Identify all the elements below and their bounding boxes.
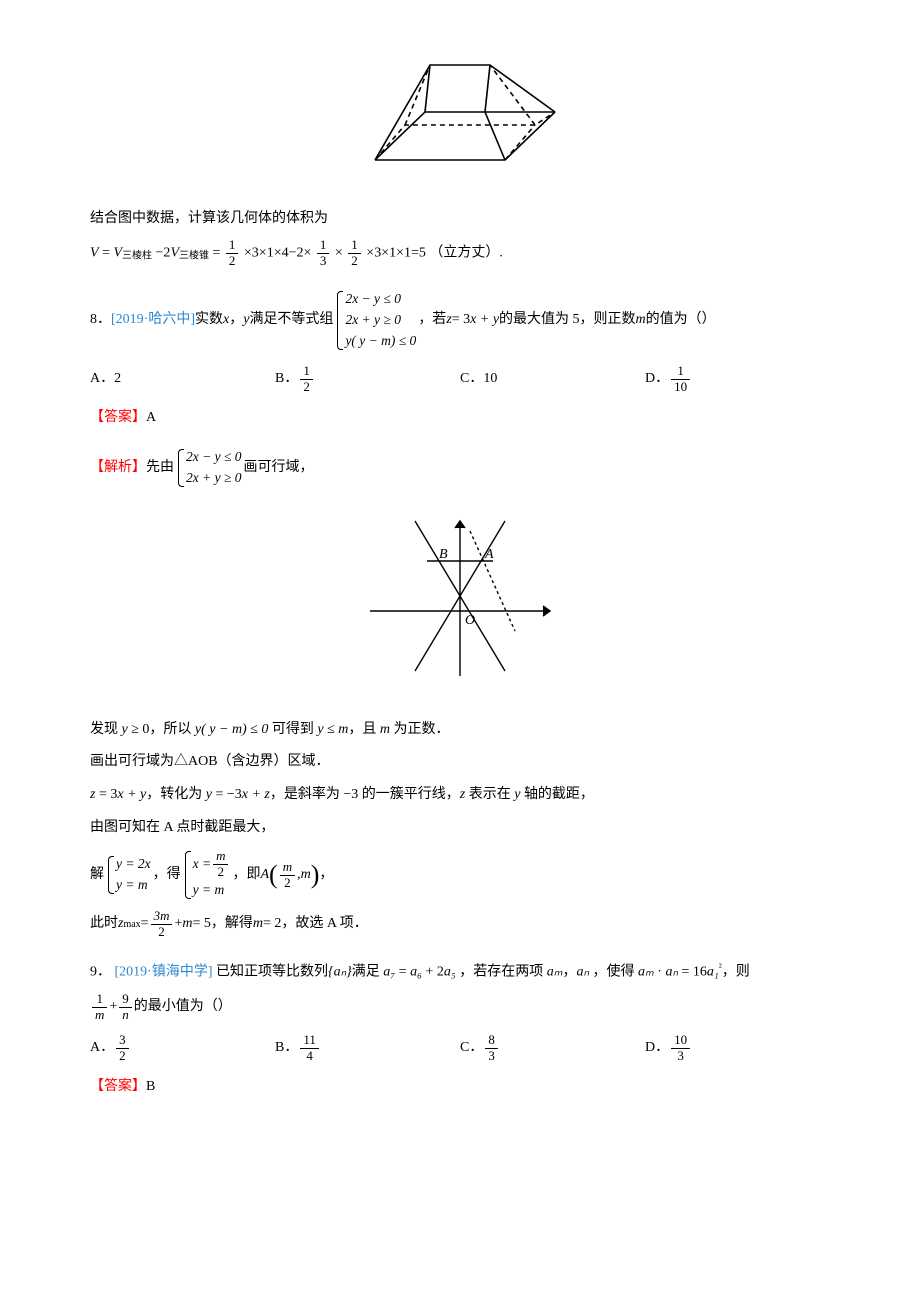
q9-options: A． 32 B． 114 C． 83 D． 103 (90, 1033, 830, 1064)
q8-stem: 8． [2019·哈六中] 实数 x ， y 满足不等式组 2x − y ≤ 0… (90, 287, 830, 354)
q8-num: 8． (90, 307, 111, 334)
q9-opt-B: B． 114 (275, 1033, 460, 1064)
q8-answer: 【答案】A (90, 405, 830, 432)
q9-answer: 【答案】B (90, 1074, 830, 1101)
soln-p5: 解 y = 2x y = m ，得 x = m2 y = m ，即 A ( m2… (90, 847, 830, 903)
minus: −2 (156, 246, 171, 261)
polyhedron-svg (355, 50, 565, 180)
soln-p4: 由图可知在 A 点时截距最大， (90, 815, 830, 842)
polyhedron-figure (90, 50, 830, 191)
q8-opt-A: A．2 (90, 364, 275, 395)
soln-pre: 先由 (146, 455, 174, 482)
q8-xy: x + y (470, 307, 499, 334)
q8-opt-C: C．10 (460, 364, 645, 395)
q9-opt-A: A． 32 (90, 1033, 275, 1064)
q8-mid3: 的最大值为 5，则正数 (499, 307, 636, 334)
V1-sub: 三棱柱 (122, 251, 152, 262)
q8-system: 2x − y ≤ 0 2x + y ≥ 0 y( y − m) ≤ 0 (335, 289, 416, 352)
soln-sys-r2: 2x + y ≥ 0 (186, 468, 242, 489)
soln-sys-r1: 2x − y ≤ 0 (186, 447, 242, 468)
soln-sys1: y = 2x y = m (106, 854, 151, 896)
q8-mid1: 满足不等式组 (249, 307, 333, 334)
q8-opt-D: D． 110 (645, 364, 830, 395)
soln-system: 2x − y ≤ 0 2x + y ≥ 0 (176, 447, 242, 489)
part2: ×3×1×1=5 (366, 246, 426, 261)
q9-line2: 1m + 9n 的最小值为（） (90, 992, 830, 1023)
q8-solution-head: 【解析】 先由 2x − y ≤ 0 2x + y ≥ 0 画可行域， (90, 445, 830, 491)
lparen-icon: ( (269, 850, 278, 899)
soln-tail: 画可行域， (244, 455, 314, 482)
q8-tail: 的值为（） (646, 307, 716, 334)
label-O: O (465, 613, 475, 628)
q9-stem: 9． [2019·镇海中学] 已知正项等比数列{aₙ}满足 a₇ = a₆ + … (90, 958, 830, 986)
q8-eq: = 3 (452, 307, 470, 334)
soln-label: 【解析】 (90, 455, 146, 482)
q9-num: 9． (90, 964, 111, 979)
answer-label: 【答案】 (90, 410, 146, 425)
frac-1-2b: 12 (348, 238, 361, 269)
q8-pre: 实数 (195, 307, 223, 334)
q9-source: [2019·镇海中学] (115, 964, 213, 979)
rparen-icon: ) (311, 850, 320, 899)
q8-options: A．2 B． 12 C．10 D． 110 (90, 364, 830, 395)
eq2: = (213, 246, 221, 261)
answer-val-9: B (146, 1079, 155, 1094)
V-lhs: V (90, 246, 99, 261)
volume-formula: V = V三棱柱 −2V三棱锥 = 12 ×3×1×4−2× 13 × 12 ×… (90, 238, 830, 269)
intro-line: 结合图中数据，计算该几何体的体积为 (90, 206, 830, 233)
soln-p1: 发现 y ≥ 0，所以 y( y − m) ≤ 0 可得到 y ≤ m，且 m … (90, 717, 830, 744)
q8-opt-B: B． 12 (275, 364, 460, 395)
soln-p2: 画出可行域为△AOB（含边界）区域． (90, 749, 830, 776)
V2-sub: 三棱锥 (179, 251, 209, 262)
q9-opt-D: D． 103 (645, 1033, 830, 1064)
q8-sys-r3: y( y − m) ≤ 0 (345, 331, 416, 352)
part1: ×3×1×4−2× (244, 246, 311, 261)
q8-sys-r2: 2x + y ≥ 0 (345, 310, 416, 331)
q8-sys-r1: 2x − y ≤ 0 (345, 289, 416, 310)
answer-label-9: 【答案】 (90, 1079, 146, 1094)
q8-m: m (636, 307, 646, 334)
eq: = (102, 246, 110, 261)
label-A: A (484, 547, 494, 562)
unit: （立方丈）. (429, 246, 503, 261)
soln-sys2: x = m2 y = m (183, 849, 231, 901)
soln-p3: z = 3x + y，转化为 y = −3x + z，是斜率为 −3 的一簇平行… (90, 782, 830, 809)
q8-mid2: ，若 (418, 307, 446, 334)
frac-1-2: 12 (226, 238, 239, 269)
soln-p6: 此时 zmax = 3m2 + m = 5，解得 m = 2，故选 A 项． (90, 909, 830, 940)
region-svg: B A O (355, 511, 565, 681)
label-B: B (439, 547, 448, 562)
frac-1-3: 13 (317, 238, 330, 269)
V1: V (113, 246, 122, 261)
region-figure: B A O (90, 511, 830, 692)
q8-source: [2019·哈六中] (111, 307, 195, 334)
answer-val: A (146, 410, 156, 425)
q8-c1: ， (229, 307, 243, 334)
times: × (335, 246, 343, 261)
q9-opt-C: C． 83 (460, 1033, 645, 1064)
